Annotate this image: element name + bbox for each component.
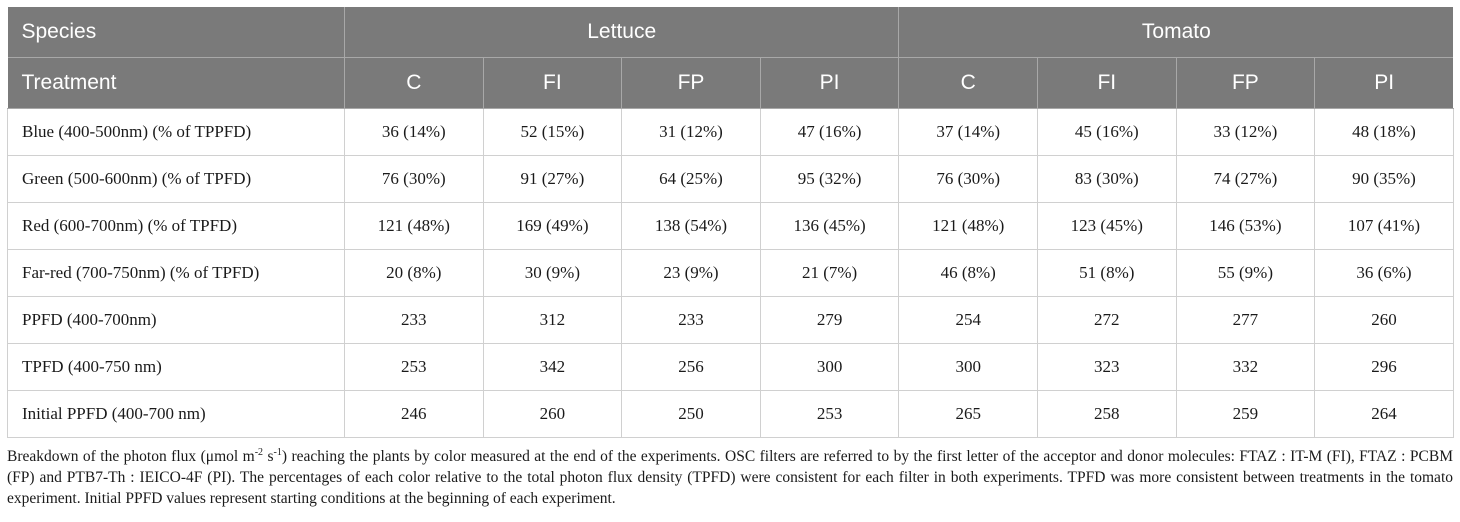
table-cell: 36 (6%)	[1314, 249, 1454, 297]
table-cell: 31 (12%)	[621, 108, 761, 156]
species-header: Species	[7, 7, 345, 58]
row-label: TPFD (400-750 nm)	[7, 343, 345, 391]
table-cell: 256	[621, 343, 761, 391]
table-cell: 36 (14%)	[344, 108, 484, 156]
caption-superscript: -2	[254, 446, 264, 458]
table-cell: 279	[759, 296, 899, 344]
table-cell: 30 (9%)	[482, 249, 622, 297]
row-label: Green (500-600nm) (% of TPFD)	[7, 155, 345, 203]
photon-flux-table: Species Lettuce Tomato Treatment C FI FP…	[7, 7, 1454, 438]
table-cell: 253	[759, 390, 899, 438]
row-label: Red (600-700nm) (% of TPFD)	[7, 202, 345, 250]
table-cell: 95 (32%)	[759, 155, 899, 203]
table-cell: 33 (12%)	[1175, 108, 1315, 156]
table-cell: 55 (9%)	[1175, 249, 1315, 297]
table-cell: 277	[1175, 296, 1315, 344]
table-cell: 260	[1314, 296, 1454, 344]
table-caption: Breakdown of the photon flux (μmol m-2 s…	[7, 446, 1453, 509]
table-cell: 146 (53%)	[1175, 202, 1315, 250]
group-header-lettuce: Lettuce	[343, 7, 899, 58]
treatment-header-cell: FI	[482, 57, 622, 109]
treatment-header-cell: PI	[1314, 57, 1454, 109]
table-cell: 51 (8%)	[1036, 249, 1177, 297]
table-cell: 259	[1175, 390, 1315, 438]
table-cell: 332	[1175, 343, 1315, 391]
table-cell: 233	[344, 296, 484, 344]
table-cell: 233	[621, 296, 761, 344]
table-cell: 48 (18%)	[1314, 108, 1454, 156]
table-cell: 254	[898, 296, 1038, 344]
table-row: TPFD (400-750 nm) 253 342 256 300 300 323 332 29…	[7, 343, 1454, 391]
caption-text: Breakdown of the photon flux (μmol m	[7, 448, 255, 465]
table-cell: 253	[344, 343, 484, 391]
table-body: Blue (400-500nm) (% of TPPFD) 36 (14%) 52 …	[7, 108, 1454, 438]
treatment-header-cell: FP	[1175, 57, 1315, 109]
table-row: Far-red (700-750nm) (% of TPFD) 20 (8%) 30…	[7, 249, 1454, 297]
table-cell: 64 (25%)	[621, 155, 761, 203]
table-cell: 20 (8%)	[344, 249, 484, 297]
table-cell: 47 (16%)	[759, 108, 899, 156]
table-cell: 136 (45%)	[759, 202, 899, 250]
treatment-header-cell: FI	[1036, 57, 1177, 109]
table-cell: 37 (14%)	[898, 108, 1038, 156]
header-row-treatment: Treatment C FI FP PI C FI FP PI	[7, 57, 1454, 109]
table-cell: 123 (45%)	[1036, 202, 1177, 250]
table-cell: 300	[898, 343, 1038, 391]
table-cell: 169 (49%)	[482, 202, 622, 250]
table-cell: 300	[759, 343, 899, 391]
table-cell: 121 (48%)	[344, 202, 484, 250]
table-cell: 74 (27%)	[1175, 155, 1315, 203]
group-header-tomato: Tomato	[898, 7, 1454, 58]
caption-text: ) reaching the plants by color measured …	[7, 448, 1453, 507]
table-cell: 52 (15%)	[482, 108, 622, 156]
table-cell: 138 (54%)	[621, 202, 761, 250]
caption-text: s	[263, 448, 274, 465]
row-label: Far-red (700-750nm) (% of TPFD)	[7, 249, 345, 297]
table-cell: 296	[1314, 343, 1454, 391]
treatment-header-cell: PI	[759, 57, 899, 109]
table-cell: 258	[1036, 390, 1177, 438]
table-cell: 76 (30%)	[898, 155, 1038, 203]
header-row-species: Species Lettuce Tomato	[7, 7, 1454, 58]
table-cell: 260	[482, 390, 622, 438]
caption-superscript: -1	[273, 446, 282, 458]
table-cell: 264	[1314, 390, 1454, 438]
table-row: PPFD (400-700nm) 233 312 233 279 254 272 277 260	[7, 296, 1454, 344]
table-cell: 21 (7%)	[759, 249, 899, 297]
table-row: Red (600-700nm) (% of TPFD) 121 (48%) 169 …	[7, 202, 1454, 250]
row-label: PPFD (400-700nm)	[7, 296, 345, 344]
treatment-header-cell: FP	[621, 57, 761, 109]
table-cell: 121 (48%)	[898, 202, 1038, 250]
table-row: Green (500-600nm) (% of TPFD) 76 (30%) 91 …	[7, 155, 1454, 203]
table-cell: 272	[1036, 296, 1177, 344]
table-cell: 250	[621, 390, 761, 438]
row-label: Blue (400-500nm) (% of TPPFD)	[7, 108, 345, 156]
table-cell: 323	[1036, 343, 1177, 391]
table-cell: 91 (27%)	[482, 155, 622, 203]
treatment-header-cell: C	[344, 57, 484, 109]
treatment-header-cell: C	[898, 57, 1038, 109]
row-label: Initial PPFD (400-700 nm)	[7, 390, 345, 438]
table-row: Blue (400-500nm) (% of TPPFD) 36 (14%) 52 …	[7, 108, 1454, 156]
table-cell: 45 (16%)	[1036, 108, 1177, 156]
table-cell: 107 (41%)	[1314, 202, 1454, 250]
table-cell: 76 (30%)	[344, 155, 484, 203]
table-figure: Species Lettuce Tomato Treatment C FI FP…	[7, 7, 1454, 509]
table-cell: 83 (30%)	[1036, 155, 1177, 203]
table-cell: 265	[898, 390, 1038, 438]
table-cell: 90 (35%)	[1314, 155, 1454, 203]
table-cell: 312	[482, 296, 622, 344]
table-cell: 246	[344, 390, 484, 438]
table-row: Initial PPFD (400-700 nm) 246 260 250 253 265…	[7, 390, 1454, 438]
table-cell: 342	[482, 343, 622, 391]
table-cell: 23 (9%)	[621, 249, 761, 297]
table-cell: 46 (8%)	[898, 249, 1038, 297]
treatment-header: Treatment	[7, 57, 345, 109]
